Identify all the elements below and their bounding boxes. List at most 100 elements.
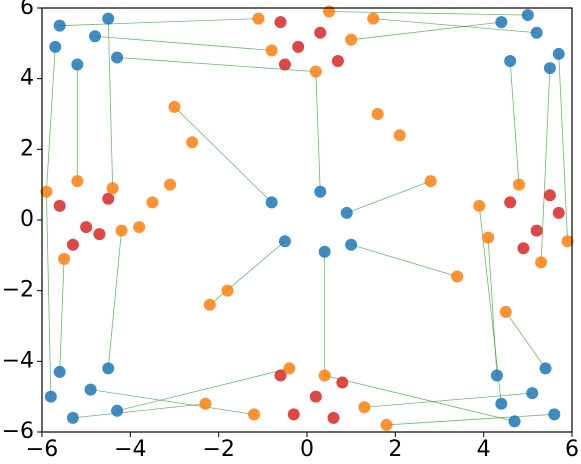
point (84, 383, 97, 396)
axes-frame (41, 7, 573, 433)
point (53, 19, 66, 32)
point (318, 369, 331, 382)
point (278, 58, 291, 71)
point (561, 235, 574, 248)
point (58, 252, 71, 265)
point (265, 44, 278, 57)
point (380, 418, 393, 431)
point (66, 238, 79, 251)
point (199, 397, 212, 410)
link-line (324, 375, 515, 422)
point (111, 404, 124, 417)
point (146, 196, 159, 209)
link-line (351, 244, 458, 277)
link-line (59, 18, 259, 27)
point (336, 376, 349, 389)
point (318, 245, 331, 258)
point (287, 408, 300, 421)
point (548, 408, 561, 421)
y-tick-label: −4 (2, 348, 34, 373)
point (102, 192, 115, 205)
point (504, 55, 517, 67)
point (186, 136, 199, 149)
link-line (174, 106, 272, 203)
point (80, 221, 93, 234)
point (106, 182, 119, 195)
x-tick-label: 0 (300, 437, 314, 460)
point (543, 189, 556, 202)
link-line (346, 180, 431, 214)
point (521, 9, 534, 22)
point (71, 175, 84, 188)
link-line (72, 403, 206, 419)
point (292, 40, 305, 53)
link-line (46, 46, 56, 192)
link-line (386, 413, 555, 426)
y-tick-label: −2 (2, 278, 34, 303)
point (248, 408, 260, 421)
point (252, 12, 265, 25)
point (543, 62, 556, 75)
link-line (505, 311, 546, 369)
point (115, 224, 128, 237)
point (221, 284, 234, 297)
point (530, 26, 543, 39)
link-line (209, 240, 286, 306)
point (53, 365, 66, 378)
y-tick-label: 0 (20, 207, 34, 232)
y-tick-label: 6 (20, 0, 34, 20)
x-tick-label: −4 (114, 437, 146, 460)
point (358, 401, 371, 414)
point (517, 242, 530, 255)
point (526, 387, 539, 400)
point (482, 231, 495, 244)
y-tick-label: −6 (2, 419, 34, 444)
x-tick-label: 2 (388, 437, 402, 460)
link-line (46, 191, 52, 397)
point (44, 390, 57, 403)
point (133, 221, 146, 234)
link-line (90, 389, 255, 415)
point (49, 40, 62, 53)
point (371, 108, 384, 120)
point (451, 270, 464, 283)
link-line (509, 60, 520, 185)
point (278, 235, 291, 248)
link-line (94, 35, 272, 51)
point (535, 256, 548, 269)
link-line (540, 68, 551, 263)
point (367, 12, 380, 25)
x-tick-label: −6 (26, 437, 58, 460)
point (314, 26, 327, 39)
point (499, 305, 512, 318)
point (203, 298, 216, 311)
point (495, 16, 508, 29)
point (508, 415, 521, 428)
point (102, 362, 115, 375)
link-line (373, 18, 537, 34)
point (495, 397, 508, 410)
point (102, 12, 115, 25)
point (552, 206, 565, 219)
point (89, 30, 101, 43)
point (164, 178, 177, 191)
point (111, 51, 124, 64)
point (274, 16, 287, 29)
point (283, 362, 296, 375)
x-tick-label: 4 (477, 437, 491, 460)
point (513, 178, 525, 191)
point (530, 224, 543, 237)
point (71, 58, 84, 71)
point (340, 206, 353, 219)
point (331, 55, 344, 67)
point (93, 228, 106, 241)
point (168, 100, 181, 113)
link-line (107, 230, 122, 369)
point (424, 175, 437, 188)
point (274, 369, 287, 382)
point (40, 185, 53, 198)
link-line (107, 18, 114, 189)
point (393, 129, 406, 142)
link-line (315, 71, 321, 192)
